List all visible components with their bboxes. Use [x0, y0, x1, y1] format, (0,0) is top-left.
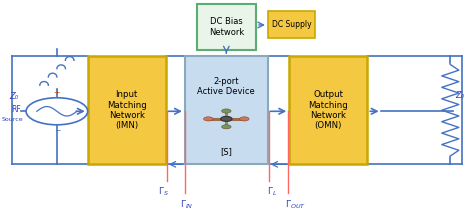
Circle shape	[204, 117, 213, 121]
Text: +: +	[54, 88, 60, 97]
Text: $\Gamma_S$: $\Gamma_S$	[158, 185, 169, 198]
Text: RF: RF	[11, 105, 21, 114]
Text: DC Supply: DC Supply	[272, 20, 311, 30]
Text: 2-port
Active Device: 2-port Active Device	[198, 77, 255, 96]
Bar	[197, 4, 256, 50]
Text: $\Gamma_L$: $\Gamma_L$	[267, 185, 278, 198]
Text: Z₀: Z₀	[9, 92, 19, 101]
Bar	[289, 56, 367, 164]
Text: Input
Matching
Network
(IMN): Input Matching Network (IMN)	[107, 90, 146, 130]
Text: Source: Source	[2, 117, 24, 122]
Text: [S]: [S]	[220, 147, 232, 156]
Text: Output
Matching
Network
(OMN): Output Matching Network (OMN)	[309, 90, 348, 130]
Bar	[185, 56, 268, 164]
Text: Z₀: Z₀	[455, 91, 465, 100]
Circle shape	[26, 98, 88, 125]
Text: $\Gamma_{IN}$: $\Gamma_{IN}$	[181, 199, 194, 208]
Circle shape	[221, 109, 231, 113]
Text: $\Gamma_{OUT}$: $\Gamma_{OUT}$	[285, 199, 306, 208]
Circle shape	[221, 125, 231, 129]
Text: DC Bias
Network: DC Bias Network	[209, 17, 244, 37]
Bar	[88, 56, 166, 164]
Circle shape	[221, 116, 232, 121]
Text: −: −	[54, 126, 60, 135]
Bar	[268, 11, 315, 38]
Circle shape	[240, 117, 249, 121]
